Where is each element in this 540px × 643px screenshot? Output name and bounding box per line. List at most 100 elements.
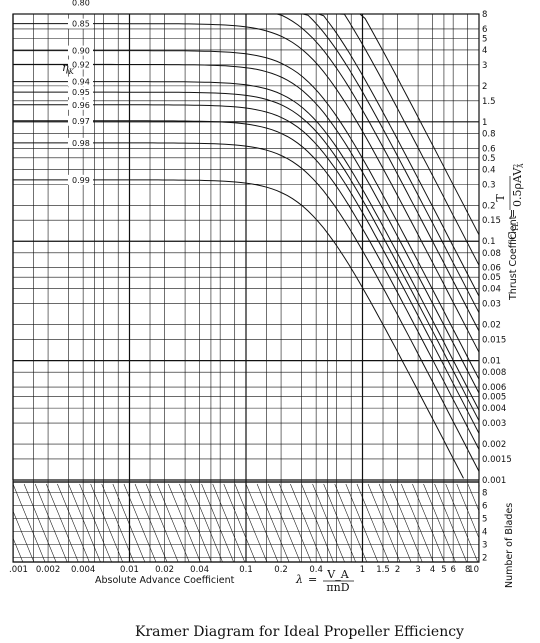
efficiency-curve (13, 179, 464, 479)
blades-hatch-line (412, 483, 445, 563)
blades-title: Number of Blades (504, 503, 515, 588)
x-tick-label: 3 (415, 565, 420, 575)
x-tick-label: 1.5 (376, 565, 390, 575)
x-tick-label: 6 (450, 565, 455, 575)
y-tick-label: 2 (482, 82, 487, 92)
efficiency-label-bg (68, 59, 93, 70)
efficiency-label: 0.95 (72, 88, 90, 97)
x-tick-label: 10 (468, 565, 479, 575)
y-axis-title-group: Thrust Coefficient (508, 215, 519, 301)
efficiency-label: 0.96 (72, 101, 90, 110)
efficiency-label-bg (68, 0, 93, 8)
blades-hatch-line (190, 483, 223, 563)
y-tick-label: 0.001 (482, 476, 506, 486)
blades-hatch-line (234, 483, 268, 563)
y-tick-label: 0.4 (482, 165, 496, 175)
efficiency-label-bg (68, 45, 93, 56)
blades-hatch-line (68, 483, 101, 563)
blades-hatch-line (90, 483, 123, 563)
blades-hatch-line (445, 483, 478, 563)
y-tick-label: 0.2 (482, 201, 496, 211)
blade-tick-labels: 8 6 5 4 3 2 (482, 489, 487, 564)
blade-tick-label: 4 (482, 528, 487, 538)
x-axis-title: Absolute Advance Coefficient (95, 575, 235, 586)
efficiency-label: 0.97 (72, 117, 90, 126)
x-tick-label: 0.002 (36, 565, 60, 575)
y-tick-label: 6 (482, 25, 487, 35)
y-tick-label: 1.5 (482, 97, 496, 107)
svg-text:T: T (494, 194, 507, 202)
blades-hatch-line (101, 483, 135, 563)
y-tick-label: 0.004 (482, 404, 506, 414)
y-tick-label: 0.06 (482, 264, 501, 274)
svg-text:CTL: CTL (506, 222, 520, 240)
x-tick-label: 0.1 (239, 565, 253, 575)
y-tick-label: 0.15 (482, 216, 501, 226)
x-tick-label: 0.2 (274, 565, 288, 575)
efficiency-label-bg (68, 76, 93, 87)
eta-symbol: ηK (62, 61, 75, 76)
efficiency-labels: 0.500.600.700.750.800.850.900.920.940.95… (68, 0, 93, 185)
efficiency-label: 0.80 (72, 0, 90, 7)
y-tick-labels: 8 65 4 3 2 1.5 10.8 0.60.50.4 0.3 0.2 0.15 0.1 0.08 0… (482, 10, 512, 486)
y-tick-label: 0.03 (482, 300, 501, 310)
efficiency-label-bg (68, 174, 93, 185)
blades-mask (479, 480, 540, 564)
blades-hatch-line (12, 483, 46, 563)
blades-hatch-line (145, 483, 179, 563)
blades-title-group: Number of Blades (504, 503, 515, 588)
svg-text:V_A: V_A (326, 568, 349, 581)
svg-text:=: = (308, 573, 317, 586)
chart-caption: Kramer Diagram for Ideal Propeller Effic… (135, 624, 464, 640)
y-tick-label: 0.002 (482, 440, 506, 450)
y-tick-label: 0.3 (482, 180, 496, 190)
y-axis-formula: CTL = T 0.5ρAV2A (494, 163, 525, 240)
svg-text:λ: λ (295, 573, 303, 586)
x-tick-label: 2 (395, 565, 400, 575)
svg-text:πnD: πnD (326, 581, 349, 594)
efficiency-label: 0.92 (72, 60, 90, 69)
efficiency-label: 0.94 (72, 78, 90, 87)
y-tick-label: 0.006 (482, 383, 506, 393)
efficiency-label-bg (68, 137, 93, 148)
blades-hatch-line (267, 483, 301, 563)
blade-tick-label: 2 (482, 554, 487, 564)
efficiency-label-bg (68, 115, 93, 126)
blades-frame (12, 481, 480, 563)
blades-hatch-line (378, 483, 412, 563)
x-tick-label: 0.04 (190, 565, 209, 575)
blades-hatch-line (434, 483, 467, 563)
blade-tick-label: 3 (482, 541, 487, 551)
blades-hatch-line (279, 483, 312, 563)
blades-hatch-line (123, 483, 157, 563)
x-tick-label: 0.02 (155, 565, 174, 575)
x-tick-label: 5 (441, 565, 446, 575)
efficiency-label-bg (68, 99, 93, 110)
efficiency-label: 0.99 (72, 176, 90, 185)
x-tick-label: 1 (360, 565, 365, 575)
blade-tick-label: 6 (482, 502, 487, 512)
blades-hatch-line (312, 483, 345, 563)
blades-hatch-line (212, 483, 245, 563)
y-tick-label: 0.04 (482, 285, 501, 295)
blades-hatch-line (290, 483, 323, 563)
blades-hatch-line (401, 483, 434, 563)
blades-hatch-line (156, 483, 190, 563)
blade-tick-label: 8 (482, 489, 487, 499)
blades-hatch-line (301, 483, 334, 563)
y-tick-label: 0.015 (482, 336, 506, 346)
x-tick-label: 4 (430, 565, 435, 575)
blades-hatch-line (168, 483, 201, 563)
blades-hatch-line (423, 483, 456, 563)
y-tick-label: 1 (482, 118, 487, 128)
y-tick-label: 0.02 (482, 321, 501, 331)
x-tick-label: 0.4 (309, 565, 323, 575)
efficiency-label: 0.85 (72, 20, 90, 29)
x-tick-label: 8 (465, 565, 470, 575)
x-tick-labels: .001 0.002 0.004 0.01 0.02 0.04 0.1 0.2 0.4 1 1.5 2… (9, 565, 479, 575)
blades-hatch-line (112, 483, 146, 563)
blades-hatch-line (334, 483, 368, 563)
blades-hatch-line (57, 483, 90, 563)
blades-hatch-line (223, 483, 257, 563)
y-tick-label: 0.5 (482, 154, 496, 164)
